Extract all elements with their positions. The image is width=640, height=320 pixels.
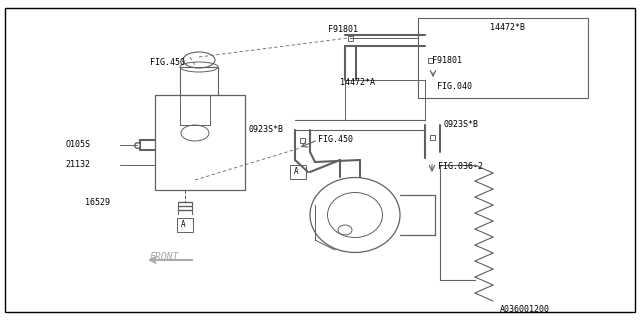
Text: A: A	[294, 167, 299, 176]
Text: 21132: 21132	[65, 160, 90, 169]
Text: 14472*A: 14472*A	[340, 78, 375, 87]
Text: 16529: 16529	[85, 198, 110, 207]
Text: F91801: F91801	[432, 56, 462, 65]
Text: 0923S*B: 0923S*B	[443, 120, 478, 129]
Text: A: A	[181, 220, 186, 229]
Text: FIG.036-2: FIG.036-2	[438, 162, 483, 171]
Bar	[348, 36, 353, 41]
Text: F91801: F91801	[328, 25, 358, 34]
Text: 14472*B: 14472*B	[490, 23, 525, 32]
Bar	[300, 138, 305, 142]
Bar	[180, 67, 218, 95]
Text: 0923S*B: 0923S*B	[248, 125, 283, 134]
Text: FIG.450: FIG.450	[318, 135, 353, 144]
Bar	[418, 18, 588, 98]
Text: FRONT: FRONT	[150, 252, 179, 262]
Bar	[155, 95, 245, 190]
Text: O105S: O105S	[65, 140, 90, 149]
Text: FIG.040: FIG.040	[437, 82, 472, 91]
Bar	[177, 218, 193, 232]
Text: FIG.450: FIG.450	[150, 58, 185, 67]
Bar	[428, 58, 433, 62]
Bar	[290, 165, 306, 179]
Text: A036001200: A036001200	[500, 305, 550, 314]
Bar	[429, 134, 435, 140]
